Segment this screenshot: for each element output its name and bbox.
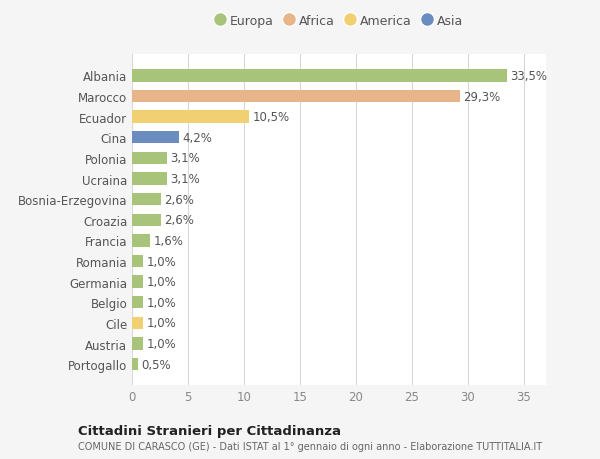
Bar [132,317,143,330]
Text: 3,1%: 3,1% [170,173,200,185]
Text: 4,2%: 4,2% [182,132,212,145]
Bar [132,255,143,268]
Bar [132,91,460,103]
Text: 2,6%: 2,6% [164,214,194,227]
Legend: Europa, Africa, America, Asia: Europa, Africa, America, Asia [215,15,463,28]
Bar [132,173,167,185]
Text: 0,5%: 0,5% [141,358,170,371]
Bar [132,70,507,83]
Text: 1,0%: 1,0% [146,296,176,309]
Bar [132,111,250,123]
Text: 1,0%: 1,0% [146,275,176,289]
Bar [132,276,143,288]
Bar [132,194,161,206]
Text: 1,0%: 1,0% [146,337,176,350]
Bar [132,235,150,247]
Text: 1,0%: 1,0% [146,255,176,268]
Text: COMUNE DI CARASCO (GE) - Dati ISTAT al 1° gennaio di ogni anno - Elaborazione TU: COMUNE DI CARASCO (GE) - Dati ISTAT al 1… [78,441,542,451]
Text: Cittadini Stranieri per Cittadinanza: Cittadini Stranieri per Cittadinanza [78,424,341,437]
Bar [132,214,161,226]
Text: 2,6%: 2,6% [164,193,194,206]
Bar [132,152,167,165]
Text: 29,3%: 29,3% [463,90,500,103]
Text: 10,5%: 10,5% [253,111,290,124]
Bar [132,297,143,309]
Bar [132,338,143,350]
Text: 3,1%: 3,1% [170,152,200,165]
Text: 33,5%: 33,5% [510,70,547,83]
Bar [132,358,137,370]
Text: 1,6%: 1,6% [153,235,183,247]
Text: 1,0%: 1,0% [146,317,176,330]
Bar [132,132,179,144]
